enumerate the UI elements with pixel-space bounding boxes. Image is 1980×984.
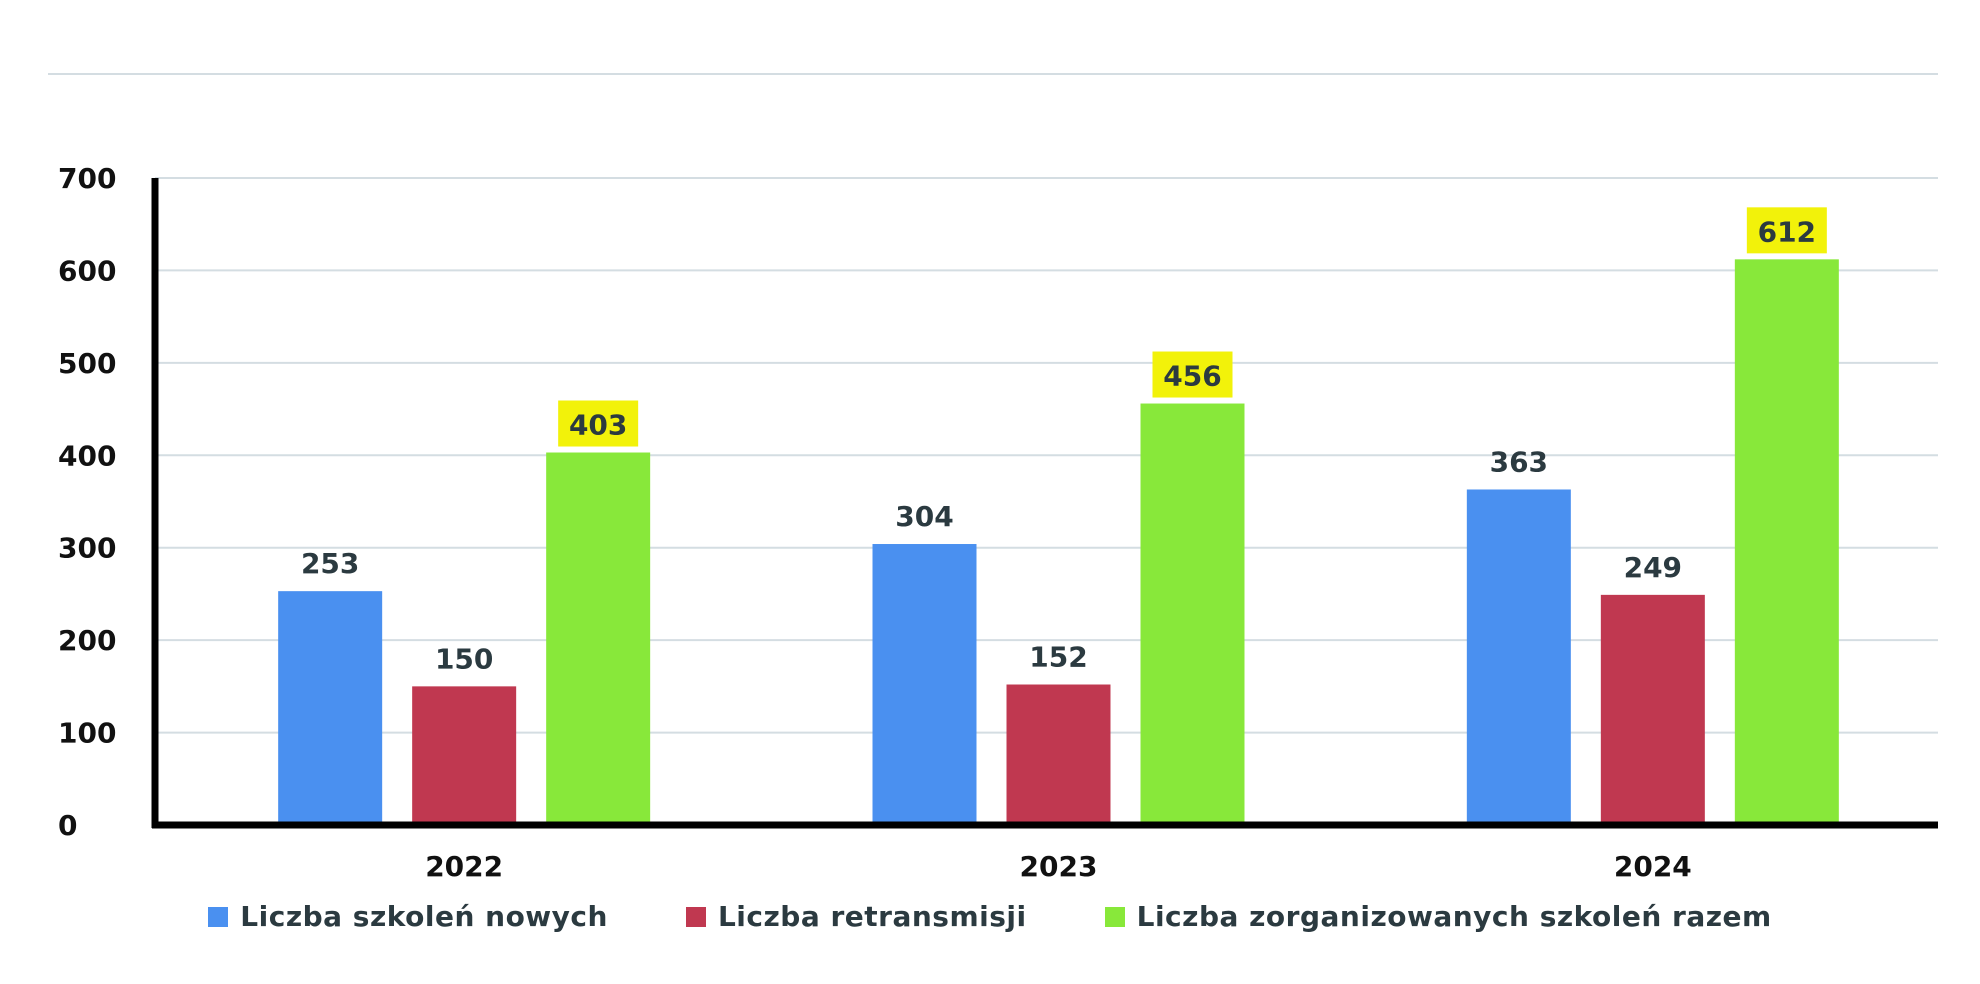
legend-item: Liczba szkoleń nowych [208, 900, 608, 933]
data-label: 150 [435, 642, 493, 675]
bar [872, 544, 977, 825]
x-category-label: 2024 [1614, 850, 1692, 883]
data-label: 612 [1758, 215, 1816, 248]
bar [1140, 403, 1245, 825]
bar [546, 452, 651, 825]
y-tick-label: 200 [58, 624, 116, 657]
y-tick-label: 500 [58, 347, 116, 380]
data-label-highlight [1152, 351, 1233, 398]
data-label: 253 [301, 547, 359, 580]
x-category-label: 2023 [1020, 850, 1098, 883]
legend-swatch [685, 906, 706, 927]
y-tick-label: 600 [58, 254, 116, 287]
data-label: 249 [1624, 551, 1682, 584]
bar [1466, 489, 1571, 825]
y-tick-label: 700 [58, 162, 116, 195]
y-axis-ticks: 0 100 200 300 400 500 600 700 [58, 162, 116, 842]
data-labels: 253 150 403 304 152 456 363 249 612 [301, 207, 1827, 675]
data-label-highlight [1746, 207, 1827, 254]
x-axis-categories: 2022 2023 2024 [425, 850, 1692, 883]
bar [1734, 259, 1839, 825]
legend-label: Liczba szkoleń nowych [240, 900, 608, 933]
data-label-highlight [558, 400, 639, 447]
x-category-label: 2022 [425, 850, 503, 883]
legend: Liczba szkoleń nowych Liczba retransmisji… [0, 900, 1980, 933]
legend-item: Liczba zorganizowanych szkoleń razem [1104, 900, 1772, 933]
data-label: 403 [569, 409, 627, 442]
data-label: 363 [1490, 445, 1548, 478]
bars [278, 259, 1839, 825]
legend-label: Liczba retransmisji [717, 900, 1027, 933]
legend-item: Liczba retransmisji [685, 900, 1027, 933]
legend-swatch [208, 906, 229, 927]
data-label: 152 [1029, 641, 1087, 674]
legend-swatch [1104, 906, 1125, 927]
bar [278, 591, 383, 825]
y-tick-label: 300 [58, 532, 116, 565]
bar [1600, 594, 1705, 825]
y-tick-label: 400 [58, 439, 116, 472]
y-tick-label: 100 [58, 717, 116, 750]
bar [1006, 684, 1111, 825]
legend-label: Liczba zorganizowanych szkoleń razem [1136, 900, 1772, 933]
data-label: 456 [1163, 360, 1221, 393]
y-tick-label: 0 [58, 809, 77, 842]
bar [412, 686, 517, 825]
data-label: 304 [895, 500, 953, 533]
